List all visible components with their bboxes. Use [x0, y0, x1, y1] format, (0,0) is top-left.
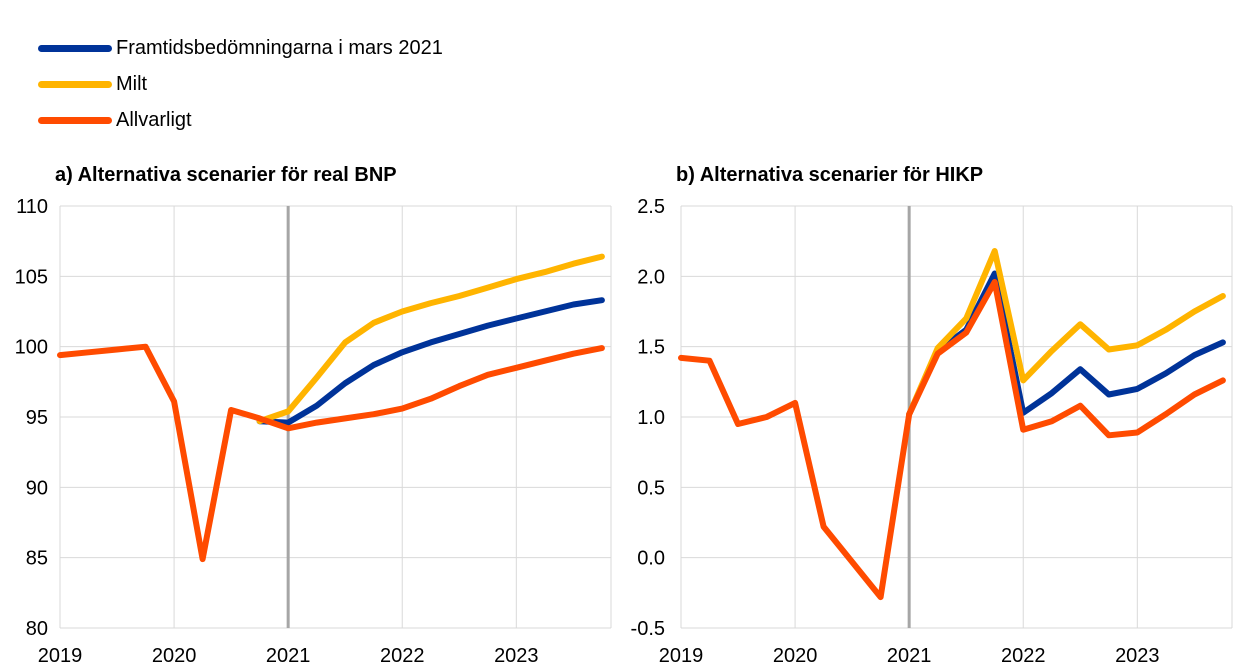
chart-a-ytick-label: 95 [26, 407, 48, 429]
chart-a-xtick-label: 2019 [38, 645, 83, 667]
chart-b-ytick-label: 1.5 [637, 337, 665, 359]
chart-a-xtick-label: 2021 [266, 645, 311, 667]
legend-item-mild: Milt [38, 66, 443, 102]
chart-b-xtick-label: 2021 [887, 645, 932, 667]
chart-b-series-baseline [906, 270, 1226, 418]
legend-item-baseline: Framtidsbedömningarna i mars 2021 [38, 30, 443, 66]
chart-a-ytick-label: 90 [26, 477, 48, 499]
chart-a-ytick-label: 105 [15, 266, 48, 288]
chart-a-title: a) Alternativa scenarier för real BNP [55, 164, 397, 186]
chart-b-xtick-label: 2022 [1001, 645, 1046, 667]
chart-b-xtick-label: 2020 [773, 645, 818, 667]
legend-label-severe: Allvarligt [116, 108, 192, 131]
chart-a-series-mild [256, 253, 605, 425]
legend-swatch-baseline [38, 44, 112, 52]
chart-b-series-mild [906, 248, 1226, 418]
legend-swatch-mild [38, 80, 112, 88]
legend-item-severe: Allvarligt [38, 102, 443, 138]
chart-b-ytick-label: 1.0 [637, 407, 665, 429]
chart-a-series-severe [57, 343, 605, 563]
chart-b-ytick-label: 2.0 [637, 266, 665, 288]
chart-b-ytick-label: -0.5 [631, 618, 665, 640]
chart-a-series-baseline [256, 297, 605, 426]
legend-swatch-severe [38, 116, 112, 124]
chart-a-xtick-label: 2023 [494, 645, 539, 667]
chart-b-title: b) Alternativa scenarier för HIKP [676, 164, 984, 186]
chart-a-ytick-label: 85 [26, 548, 48, 570]
legend-label-baseline: Framtidsbedömningarna i mars 2021 [116, 36, 443, 59]
chart-b-xtick-label: 2023 [1115, 645, 1160, 667]
legend: Framtidsbedömningarna i mars 2021 Milt A… [38, 30, 443, 138]
chart-b-xtick-label: 2019 [659, 645, 704, 667]
legend-label-mild: Milt [116, 72, 148, 95]
chart-b-series-severe [678, 279, 1226, 601]
chart-a-ytick-label: 100 [15, 337, 48, 359]
chart-a-ytick-label: 80 [26, 618, 48, 640]
chart-a-xtick-label: 2020 [152, 645, 197, 667]
chart-b-ytick-label: 2.5 [637, 196, 665, 218]
chart-a-ytick-label: 110 [16, 196, 48, 218]
chart-b-ytick-label: 0.5 [637, 477, 665, 499]
chart-b-ytick-label: 0.0 [637, 548, 665, 570]
chart-a-xtick-label: 2022 [380, 645, 425, 667]
